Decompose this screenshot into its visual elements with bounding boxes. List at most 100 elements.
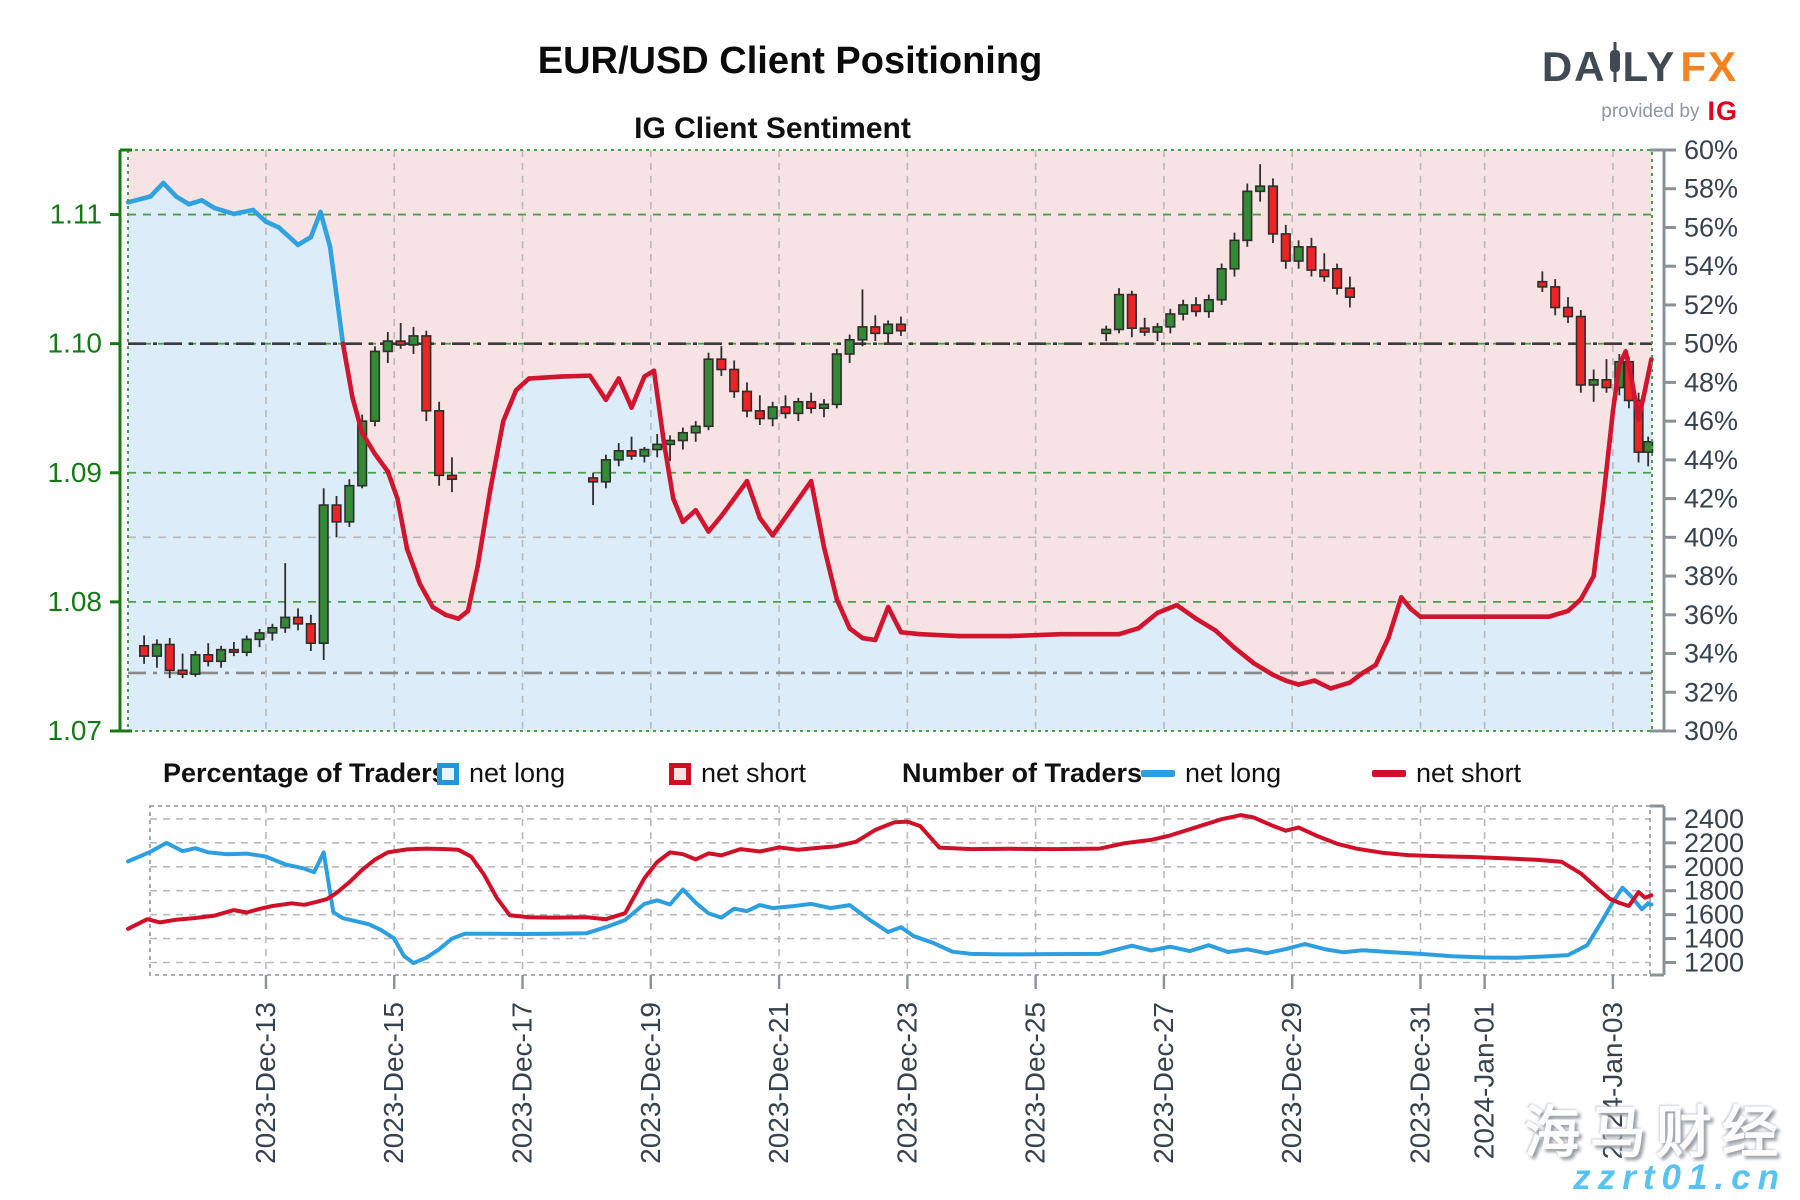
candle-bearish	[203, 654, 214, 663]
pct-tick-label: 30%	[1684, 716, 1738, 746]
candle-bullish	[318, 504, 329, 645]
traders-line-net-short	[126, 813, 1654, 931]
net-long-area	[128, 182, 1652, 731]
pct-tick-label: 40%	[1684, 522, 1738, 552]
pct-tick-label: 32%	[1684, 677, 1738, 707]
price-tick-label: 1.07	[48, 715, 103, 746]
pct-tick-label: 54%	[1684, 251, 1738, 281]
candle-bearish	[331, 504, 342, 523]
watermark-brand: 海马财经	[1524, 1101, 1788, 1164]
logo-text-ly: LY	[1622, 43, 1677, 90]
pct-tick-label: 50%	[1684, 329, 1738, 359]
candle-bullish	[677, 431, 688, 442]
traders-subplot	[126, 805, 1654, 976]
ig-logo: IG	[1707, 96, 1738, 126]
candle-bearish	[729, 368, 740, 393]
candle-bullish	[703, 358, 714, 428]
candle-bullish	[1152, 326, 1163, 333]
candle-bearish	[1344, 287, 1356, 298]
candle-bullish	[1216, 267, 1227, 301]
date-tick-label: 2023-Dec-25	[1020, 1002, 1051, 1164]
legend-num-net-short-label: net short	[1416, 758, 1522, 788]
candle-bearish	[870, 326, 881, 335]
candle-bearish	[754, 410, 765, 420]
date-tick-label: 2023-Dec-23	[891, 1002, 922, 1164]
candle-bullish	[215, 648, 227, 663]
date-tick-label: 2023-Dec-21	[763, 1002, 794, 1164]
candle-bearish	[305, 623, 316, 645]
traders-tick-label: 2400	[1684, 804, 1744, 834]
date-tick-label: 2024-Jan-03	[1597, 1002, 1628, 1159]
candle-bearish	[716, 358, 727, 371]
candle-bearish	[395, 340, 406, 346]
candlestick-icon	[1609, 42, 1621, 92]
traders-line-net-long	[126, 840, 1654, 966]
legend-pct-net-long: net long	[437, 758, 565, 789]
candle-bullish	[241, 638, 252, 654]
traders-tick-label: 2200	[1684, 828, 1744, 858]
candle-bearish	[1139, 327, 1150, 333]
candle-bearish	[1126, 293, 1137, 329]
pct-tick-label: 38%	[1684, 561, 1738, 591]
legend-num-net-long: net long	[1141, 758, 1281, 789]
candle-bullish	[639, 448, 650, 457]
candle-bullish	[652, 443, 663, 451]
candle-bullish	[357, 420, 368, 487]
candle-bearish	[138, 644, 150, 657]
pct-tick-label: 36%	[1684, 600, 1738, 630]
candle-bearish	[1562, 306, 1574, 318]
candle-bearish	[1537, 280, 1548, 288]
legend-num-net-short: net short	[1372, 758, 1521, 789]
legend-pct-net-short: net short	[669, 758, 806, 789]
net-long-swatch-icon	[437, 762, 459, 785]
provided-by-row: provided by IG	[1542, 96, 1738, 127]
pct-tick-label: 42%	[1684, 484, 1738, 514]
candle-bullish	[151, 643, 163, 657]
date-tick-label: 2023-Dec-15	[378, 1002, 409, 1164]
candle-bullish	[1165, 313, 1176, 328]
traders-tick-label: 1200	[1684, 948, 1744, 978]
candle-bullish	[844, 338, 855, 355]
candle-bearish	[626, 450, 637, 457]
candle-bullish	[1101, 328, 1112, 335]
candle-bullish	[857, 326, 868, 341]
candle-bearish	[434, 410, 445, 477]
pct-axis-right: 30% 32% 34% 36% 38% 40% 42% 44% 46% 48% 50% 52% 54% 5…	[1650, 135, 1738, 746]
traders-tick-label: 2000	[1684, 852, 1744, 882]
candle-bullish	[369, 350, 381, 422]
provided-by-label: provided by	[1601, 100, 1700, 122]
pct-tick-label: 34%	[1684, 639, 1738, 669]
price-tick-label: 1.10	[48, 328, 103, 359]
legend-pct-net-short-label: net short	[701, 758, 807, 788]
net-short-swatch-icon	[669, 762, 691, 785]
candle-bearish	[1319, 269, 1330, 278]
dailyfx-logo: DA LY FX provided by IG	[1542, 42, 1738, 127]
net-long-line-icon	[1141, 770, 1175, 777]
candle-bullish	[664, 439, 676, 446]
candle-bearish	[1280, 233, 1291, 262]
candle-bullish	[254, 632, 265, 641]
candle-bearish	[1267, 185, 1279, 235]
logo-text-fx: FX	[1680, 43, 1738, 90]
candle-bearish	[446, 474, 458, 481]
logo-text-da: DA	[1541, 43, 1607, 90]
date-tick-label: 2023-Dec-17	[507, 1002, 538, 1164]
candle-bullish	[818, 403, 830, 410]
date-tick-label: 2023-Dec-27	[1148, 1002, 1179, 1164]
date-tick-label: 2023-Dec-19	[635, 1002, 666, 1164]
candle-bearish	[228, 648, 239, 654]
pct-tick-label: 58%	[1684, 174, 1738, 204]
candle-bullish	[1255, 185, 1266, 193]
candle-bullish	[408, 335, 419, 346]
candle-bullish	[344, 484, 355, 523]
price-tick-label: 1.09	[48, 457, 103, 488]
pct-sentiment-line	[125, 180, 1654, 691]
chart-subtitle: IG Client Sentiment	[634, 112, 911, 145]
candle-bullish	[382, 340, 393, 353]
main-plot-border	[127, 149, 1653, 732]
traders-tick-label: 1800	[1684, 876, 1744, 906]
candle-bearish	[1601, 379, 1612, 389]
date-tick-label: 2023-Dec-31	[1404, 1002, 1435, 1164]
traders-tick-label: 1600	[1684, 900, 1744, 930]
